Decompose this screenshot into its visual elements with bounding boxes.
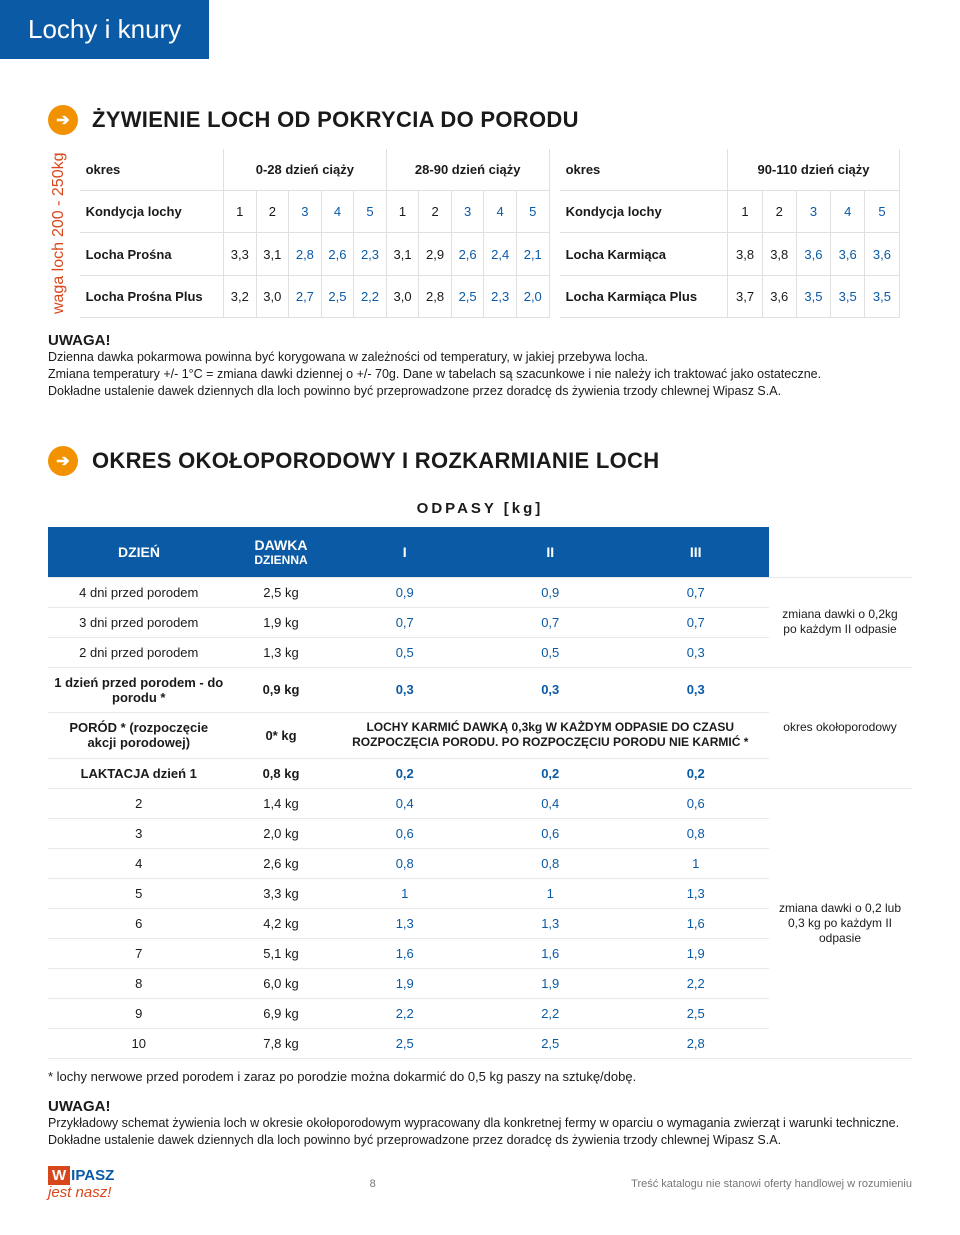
table-left: okres 0-28 dzień ciąży 28-90 dzień ciąży… (80, 149, 550, 318)
arrow-icon (48, 446, 78, 476)
footnote-star: * lochy nerwowe przed porodem i zaraz po… (48, 1069, 912, 1084)
table-right: okres 90-110 dzień ciąży Kondycja lochy1… (560, 149, 900, 318)
section2-title: OKRES OKOŁOPORODOWY I ROZKARMIANIE LOCH (92, 448, 659, 474)
section1-title: ŻYWIENIE LOCH OD POKRYCIA DO PORODU (92, 107, 579, 133)
weight-label: waga loch 200 - 250kg (48, 149, 70, 318)
odpasy-heading: ODPASY [kg] (48, 490, 912, 527)
page-number: 8 (370, 1178, 376, 1190)
page-title: Lochy i knury (0, 0, 209, 59)
uwaga-2: UWAGA! Przykładowy schemat żywienia loch… (48, 1098, 912, 1149)
arrow-icon (48, 105, 78, 135)
uwaga-1: UWAGA! Dzienna dawka pokarmowa powinna b… (48, 332, 912, 400)
footer-right: Treść katalogu nie stanowi oferty handlo… (631, 1178, 912, 1190)
table-odpasy: DZIEŃ DAWKADZIENNA I II III 4 dni przed … (48, 527, 912, 1059)
logo: WIPASZ jest nasz! (48, 1167, 114, 1201)
